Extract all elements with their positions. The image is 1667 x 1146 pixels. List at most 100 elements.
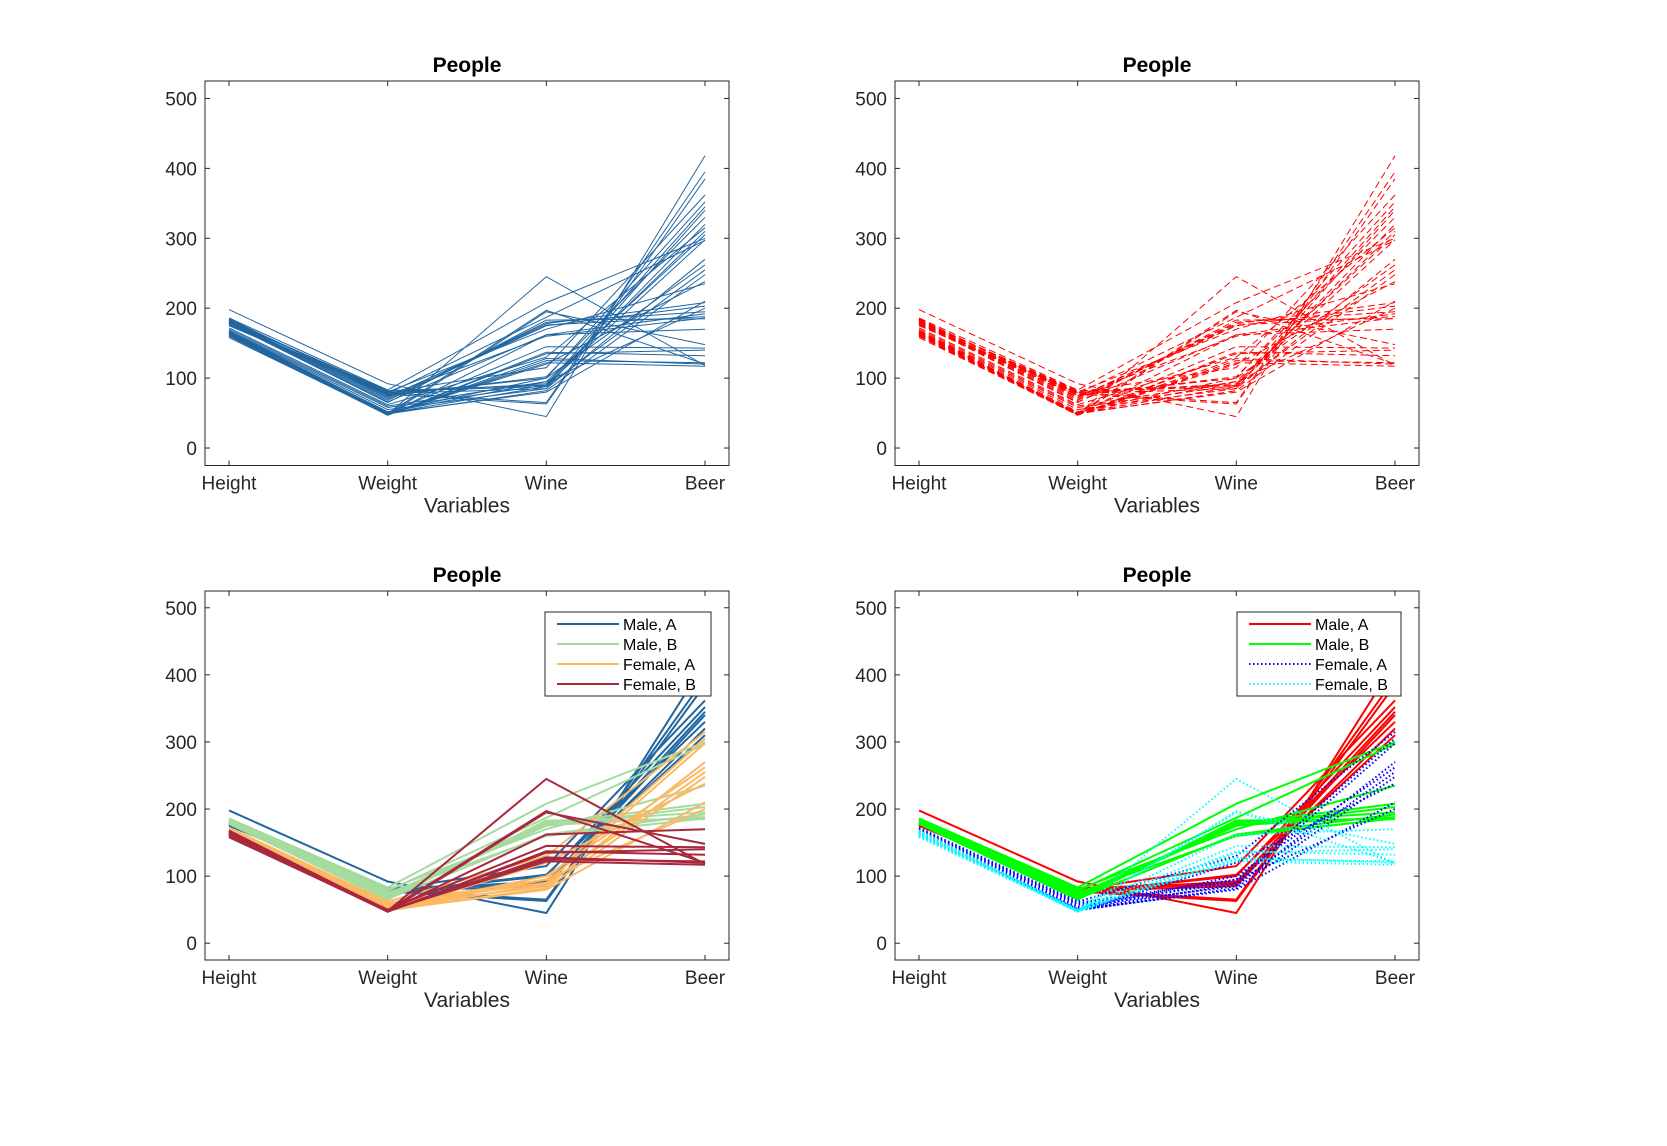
series-line-person [918, 201, 1396, 396]
y-tick-label: 200 [855, 800, 887, 821]
series-line-female-a [918, 737, 1396, 905]
y-tick-label: 300 [855, 733, 887, 754]
series-line-person [228, 258, 706, 411]
x-tick-label: Beer [685, 474, 726, 495]
series-line-person [918, 335, 1396, 416]
axes-box [894, 80, 1420, 466]
series-line-person [918, 274, 1396, 415]
x-tick-label: Height [202, 474, 258, 495]
x-tick-label: Weight [1048, 968, 1108, 989]
series-line-person [228, 337, 706, 416]
series-line-person [228, 332, 706, 414]
series-line-person [918, 209, 1396, 395]
x-axis-label: Variables [424, 495, 510, 518]
y-tick-label: 400 [855, 666, 887, 687]
series-line-person [918, 305, 1396, 400]
series-line-person [918, 309, 1396, 415]
y-tick-label: 200 [165, 800, 197, 821]
y-tick-label: 0 [876, 439, 887, 460]
series-line-female-b [228, 832, 706, 911]
y-tick-label: 100 [165, 867, 197, 888]
series-line-person [918, 302, 1396, 399]
chart-title: People [433, 564, 502, 587]
x-axis-label: Variables [1114, 495, 1200, 518]
series-line-female-a [918, 742, 1396, 906]
series-line-person [918, 332, 1396, 414]
y-tick-label: 0 [186, 439, 197, 460]
series-line-female-b [228, 836, 706, 913]
x-tick-label: Beer [1375, 968, 1416, 989]
legend-entry: Female, B [1315, 677, 1388, 694]
y-tick-label: 0 [186, 934, 197, 955]
series-line-person [228, 234, 706, 407]
series-line-person [918, 237, 1396, 391]
y-tick-label: 100 [855, 369, 887, 390]
series-line-person [918, 206, 1396, 392]
data-lines [228, 155, 706, 418]
x-axis-label: Variables [424, 989, 510, 1012]
y-tick-label: 400 [855, 159, 887, 180]
series-line-person [918, 264, 1396, 413]
chart-panel-2: 0 100 200 300 400 500 Height Weight Wine Beer Vari… [855, 54, 1420, 518]
y-tick-label: 100 [855, 867, 887, 888]
series-line-person [918, 230, 1396, 394]
series-line-person [918, 194, 1396, 393]
legend-entry: Male, B [1315, 637, 1369, 654]
series-line-person [918, 317, 1396, 397]
x-tick-label: Wine [525, 474, 568, 495]
chart-panel-4: 0 100 200 300 400 500 Height Weight Wine Beer Vari… [855, 564, 1420, 1012]
chart-panel-1: 0 100 200 300 400 500 Height Weight Wine Beer Vari… [165, 54, 730, 518]
data-lines [228, 662, 706, 915]
series-line-female-b [918, 834, 1396, 912]
series-line-person [918, 258, 1396, 411]
x-tick-label: Height [892, 968, 948, 989]
y-tick-label: 500 [855, 599, 887, 620]
x-tick-label: Wine [1215, 968, 1258, 989]
y-tick-label: 500 [165, 599, 197, 620]
series-line-female-b [918, 832, 1396, 911]
series-line-person [228, 335, 706, 416]
series-line-female-a [918, 761, 1396, 908]
y-tick-label: 400 [165, 159, 197, 180]
series-line-person [228, 209, 706, 395]
x-tick-label: Weight [1048, 474, 1108, 495]
series-line-person [918, 335, 1396, 415]
series-line-male-b [918, 816, 1396, 896]
axes-box [204, 590, 730, 961]
x-tick-label: Beer [1375, 474, 1416, 495]
series-line-person [918, 283, 1396, 393]
series-line-person [228, 317, 706, 397]
chart-panel-3: 0 100 200 300 400 500 Height Weight Wine Beer Vari… [165, 564, 730, 1012]
y-tick-label: 300 [855, 229, 887, 250]
data-lines [918, 662, 1396, 915]
series-line-person [228, 227, 706, 406]
y-tick-label: 300 [165, 229, 197, 250]
legend-entry: Male, B [623, 637, 677, 654]
series-line-person [228, 274, 706, 415]
series-line-female-b [918, 833, 1396, 913]
legend-box [544, 611, 712, 697]
series-line-person [918, 337, 1396, 416]
data-lines [918, 155, 1396, 418]
x-tick-label: Height [892, 474, 948, 495]
chart-title: People [1123, 564, 1192, 587]
series-line-person [228, 309, 706, 415]
y-tick-label: 0 [876, 934, 887, 955]
y-tick-label: 300 [165, 733, 197, 754]
series-line-person [918, 227, 1396, 406]
legend-entry: Female, A [1315, 657, 1387, 674]
y-tick-label: 400 [165, 666, 197, 687]
y-tick-label: 500 [855, 89, 887, 110]
x-tick-label: Height [202, 968, 258, 989]
axes-box [204, 80, 730, 466]
series-line-female-a [918, 775, 1396, 912]
legend-entry: Male, A [623, 617, 677, 634]
x-tick-label: Weight [358, 968, 418, 989]
series-line-person [918, 239, 1396, 409]
x-axis-label: Variables [1114, 989, 1200, 1012]
series-line-person [918, 313, 1396, 403]
series-line-person [918, 171, 1396, 404]
series-line-person [918, 223, 1396, 392]
x-tick-label: Wine [1215, 474, 1258, 495]
